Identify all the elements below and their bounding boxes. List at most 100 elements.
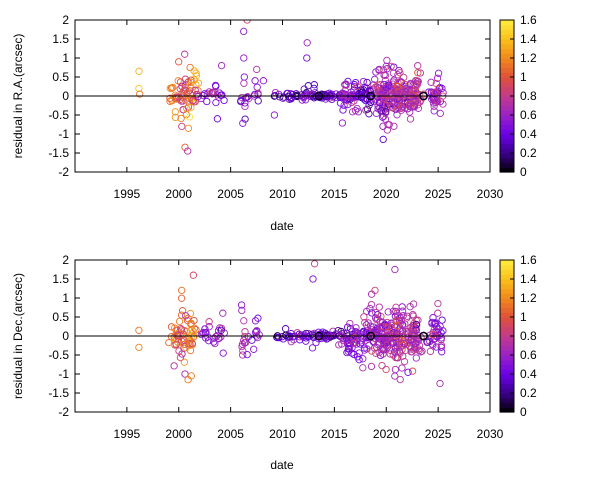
dec-data-point <box>363 345 371 353</box>
dec-data-point <box>205 318 213 326</box>
dec-data-point <box>393 322 401 330</box>
ra-data-point <box>431 88 439 96</box>
ra-x-tick-label: 2010 <box>269 187 296 201</box>
dec-data-point <box>367 290 376 298</box>
ra-colorbar-segment <box>500 134 514 140</box>
ra-data-point <box>135 67 143 75</box>
dec-data-point <box>392 307 400 316</box>
ra-data-point <box>203 97 211 106</box>
ra-data-point <box>371 75 379 84</box>
dec-colorbar-segment <box>500 350 514 356</box>
ra-data-point <box>217 61 226 70</box>
ra-colorbar-segment <box>500 53 514 59</box>
dec-data-point <box>403 327 411 335</box>
ra-data-point <box>243 20 251 24</box>
ra-data-point <box>363 105 372 113</box>
ra-data-point <box>353 82 362 91</box>
ra-data-point <box>189 96 198 104</box>
ra-data-point <box>190 67 198 75</box>
ra-data-point <box>436 109 444 118</box>
dec-colorbar-tick-label: 1.4 <box>520 272 537 286</box>
ra-colorbar-segment <box>500 129 514 135</box>
dec-y-tick-label: 0.5 <box>52 310 69 324</box>
ra-colorbar-segment <box>500 62 514 69</box>
ra-data-point <box>185 97 193 105</box>
ra-data-point <box>210 88 218 96</box>
dec-x-tick-label: 2005 <box>217 427 244 441</box>
dec-colorbar-segment <box>500 359 514 366</box>
ra-data-point <box>338 119 347 127</box>
dec-colorbar-segment <box>500 260 514 266</box>
ra-colorbar-segment <box>500 105 514 111</box>
dec-colorbar-segment <box>500 317 514 323</box>
dec-data-point <box>368 347 376 355</box>
dec-data-point <box>302 334 310 342</box>
dec-data-point <box>373 315 382 323</box>
dec-colorbar-tick-label: 0.2 <box>520 386 537 400</box>
ra-data-point <box>135 84 143 93</box>
ra-data-point <box>259 77 268 85</box>
ra-y-ticks: -2 -1.5 -1 -0.5 0 0.5 1 1.5 2 <box>48 13 490 179</box>
ra-data-point <box>406 115 415 123</box>
ra-data-point <box>251 90 259 99</box>
dec-data-point <box>394 354 402 362</box>
ra-data-point <box>353 104 361 113</box>
ra-colorbar-segment <box>500 86 514 92</box>
dec-x-ticks: 1995 2000 2005 2010 2015 2020 2025 2030 <box>114 260 504 441</box>
ra-x-tick-label: 2025 <box>425 187 452 201</box>
ra-y-tick-label: 0 <box>62 89 69 103</box>
dec-data-point <box>372 349 380 357</box>
dec-data-point <box>367 362 376 371</box>
ra-data-point <box>253 65 261 74</box>
dec-data-point <box>214 334 223 343</box>
dec-data-point <box>414 345 423 353</box>
ra-data-point <box>241 102 249 111</box>
dec-data-point <box>217 326 225 334</box>
dec-data-point <box>355 356 363 364</box>
ra-x-tick-label: 2005 <box>217 187 244 201</box>
dec-colorbar-segment <box>500 307 514 313</box>
dec-data-point <box>411 339 420 348</box>
dec-data-point <box>189 271 198 279</box>
dec-colorbar: 0 0.2 0.4 0.6 0.8 1 1.2 1.4 1.6 <box>499 253 537 419</box>
ra-data-point <box>372 68 380 76</box>
dec-data-point <box>310 260 319 268</box>
ra-data-point <box>310 81 318 89</box>
ra-data-point <box>394 71 402 79</box>
ra-colorbar-segment <box>500 67 514 73</box>
dec-residual-panel: 1995 2000 2005 2010 2015 2020 2025 2030 -2-1.5-… <box>11 253 537 472</box>
ra-colorbar-segment <box>500 167 514 173</box>
ra-data-point <box>176 85 184 93</box>
dec-colorbar-segment <box>500 402 514 408</box>
dec-colorbar-segment <box>500 283 514 290</box>
dec-colorbar-tick-label: 1 <box>520 310 527 324</box>
dec-data-point <box>400 357 409 366</box>
ra-data-point <box>241 99 249 107</box>
dec-colorbar-segment <box>500 293 514 299</box>
dec-data-point <box>372 331 381 340</box>
ra-x-tick-label: 2030 <box>477 187 504 201</box>
dec-y-tick-label: 1.5 <box>52 272 69 286</box>
dec-data-point <box>308 344 317 352</box>
ra-colorbar-segment <box>500 153 514 159</box>
ra-data-point <box>239 119 247 127</box>
ra-data-point <box>303 39 311 47</box>
ra-data-point <box>175 93 183 101</box>
ra-data-point <box>303 54 311 62</box>
ra-colorbar-segment <box>500 162 514 168</box>
dec-data-point <box>423 338 431 347</box>
dec-data-point <box>371 286 379 295</box>
ra-data-point <box>136 90 144 98</box>
ra-data-point <box>203 90 211 98</box>
ra-x-tick-label: 2020 <box>373 187 400 201</box>
ra-data-point <box>414 69 422 77</box>
ra-data-point <box>336 99 345 107</box>
dec-data-point <box>186 309 195 318</box>
ra-data-point <box>383 65 391 73</box>
ra-data-point <box>241 115 249 123</box>
dec-data-point <box>205 323 213 331</box>
dec-data-point <box>386 350 394 358</box>
ra-data-point <box>201 90 209 98</box>
dec-data-point <box>170 362 178 370</box>
